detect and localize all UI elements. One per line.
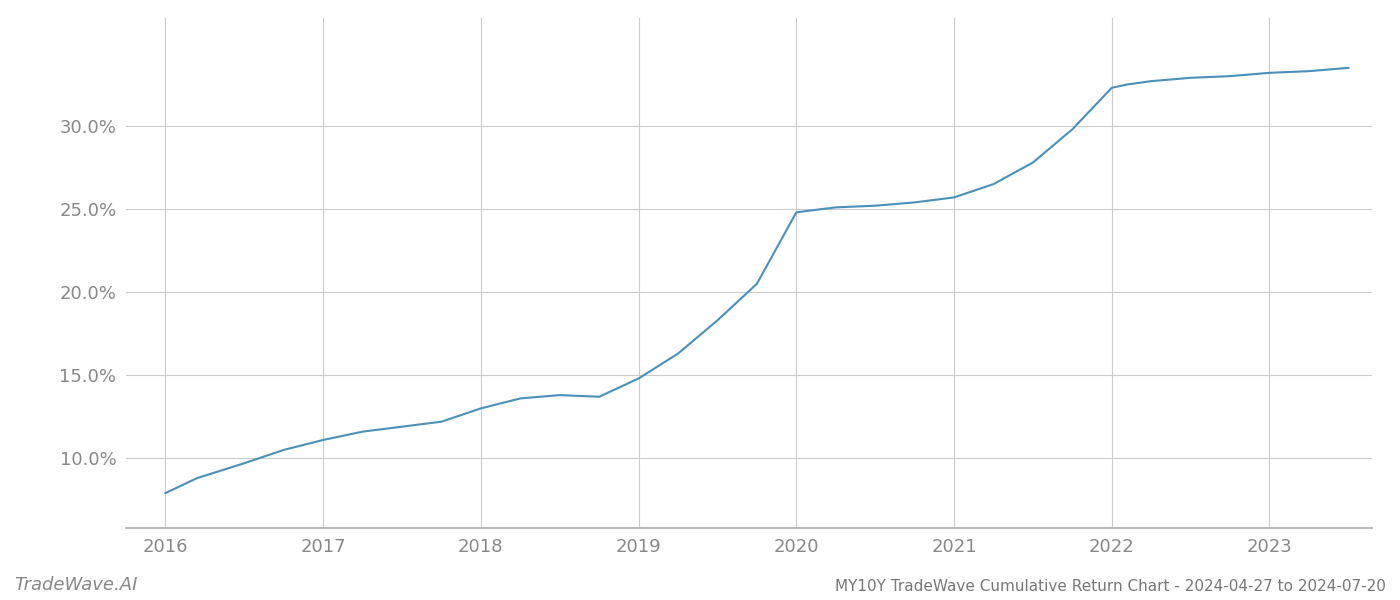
Text: TradeWave.AI: TradeWave.AI [14,576,137,594]
Text: MY10Y TradeWave Cumulative Return Chart - 2024-04-27 to 2024-07-20: MY10Y TradeWave Cumulative Return Chart … [836,579,1386,594]
